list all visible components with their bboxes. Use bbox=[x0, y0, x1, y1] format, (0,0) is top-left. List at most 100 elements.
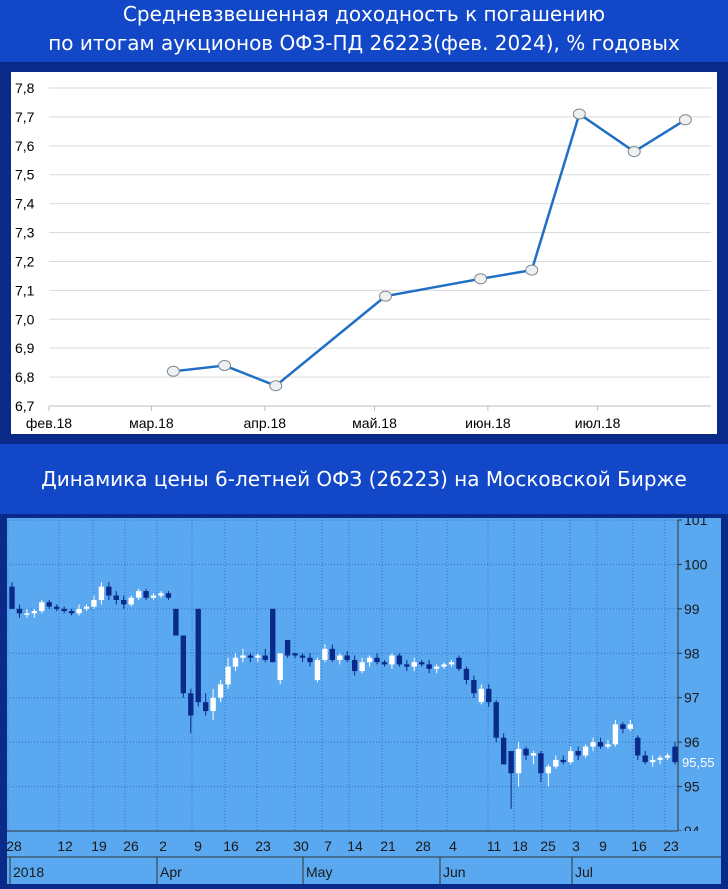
x-tick-label: июл.18 bbox=[575, 415, 621, 431]
candle-body bbox=[247, 655, 254, 658]
candle-body bbox=[635, 737, 641, 756]
candle-body bbox=[508, 751, 514, 774]
candle-body bbox=[493, 702, 499, 738]
candle-body bbox=[180, 635, 187, 694]
candle-body bbox=[374, 657, 380, 663]
y-tick-label: 7,0 bbox=[15, 311, 35, 327]
yield-chart-panel: 7,8 7,7 7,6 7,5 7,4 7,3 7,2 7,1 7,0 6,9 6,8 6,7 фев.… bbox=[11, 72, 717, 434]
candle-body bbox=[471, 679, 477, 694]
candle-body bbox=[463, 668, 470, 680]
candle-body bbox=[113, 595, 119, 600]
candle-body bbox=[538, 753, 544, 774]
x-day-label: 12 bbox=[57, 838, 73, 854]
yield-chart: 7,8 7,7 7,6 7,5 7,4 7,3 7,2 7,1 7,0 6,9 6,8 6,7фев.… bbox=[15, 80, 711, 431]
candle-body bbox=[255, 655, 261, 658]
candle-body bbox=[396, 655, 403, 665]
candle-body bbox=[389, 655, 395, 665]
y-tick-label: 100 bbox=[684, 556, 708, 572]
candle-body bbox=[135, 591, 142, 598]
candle-body bbox=[553, 759, 559, 767]
candle-body bbox=[98, 586, 105, 600]
candle-body bbox=[39, 602, 45, 612]
candle-body bbox=[419, 662, 425, 665]
candle-body bbox=[351, 659, 358, 672]
last-price-box bbox=[680, 753, 718, 772]
data-point-marker bbox=[166, 365, 180, 377]
candle-body bbox=[143, 591, 149, 598]
candle-body bbox=[404, 664, 410, 667]
candle-body bbox=[649, 759, 656, 763]
candle-body bbox=[46, 602, 52, 607]
y-tick-label: 7,6 bbox=[15, 138, 35, 154]
candle-body bbox=[329, 648, 336, 660]
candle-body bbox=[545, 766, 552, 774]
candle-body bbox=[366, 657, 373, 663]
candle-body bbox=[337, 655, 343, 660]
candle-body bbox=[322, 648, 328, 660]
data-point-marker bbox=[525, 264, 539, 276]
candle-body bbox=[478, 688, 484, 703]
x-day-label: 28 bbox=[415, 838, 431, 854]
x-month-label: Jul bbox=[575, 864, 593, 880]
candle-body bbox=[426, 664, 432, 669]
price-chart-background bbox=[7, 518, 721, 884]
x-day-label: 9 bbox=[194, 838, 202, 854]
candle-body bbox=[560, 759, 566, 763]
candle-body bbox=[262, 655, 268, 660]
y-tick-label: 7,1 bbox=[15, 282, 35, 298]
y-tick-label: 98 bbox=[684, 645, 700, 661]
x-tick-label: май.18 bbox=[352, 415, 397, 431]
data-point-marker bbox=[269, 380, 283, 392]
x-day-label: 19 bbox=[91, 838, 107, 854]
price-chart-panel: 1011009998979695942812192629162330714212… bbox=[6, 512, 721, 884]
y-tick-label: 95 bbox=[684, 779, 700, 795]
y-tick-label: 96 bbox=[684, 734, 700, 750]
candle-body bbox=[284, 639, 291, 656]
candle-body bbox=[314, 659, 321, 680]
x-tick-label: мар.18 bbox=[129, 415, 174, 431]
candle-body bbox=[664, 755, 671, 758]
x-month-label: 2018 bbox=[13, 864, 44, 880]
candle-body bbox=[433, 666, 440, 669]
candle-body bbox=[195, 608, 201, 703]
data-point-marker bbox=[627, 146, 641, 158]
candle-body bbox=[61, 608, 67, 612]
y-tick-label: 7,8 bbox=[15, 80, 35, 96]
top-title-line1: Средневзвешенная доходность к погашению bbox=[122, 2, 606, 26]
x-day-label: 23 bbox=[255, 838, 271, 854]
candle-body bbox=[597, 742, 604, 747]
x-month-label: Apr bbox=[160, 864, 182, 880]
y-tick-label: 7,2 bbox=[15, 253, 35, 269]
candle-body bbox=[568, 751, 574, 763]
candle-body bbox=[486, 688, 492, 703]
x-day-label: 4 bbox=[449, 838, 457, 854]
candle-body bbox=[657, 757, 663, 760]
candle-body bbox=[277, 653, 283, 680]
candle-body bbox=[292, 653, 298, 656]
candle-body bbox=[515, 748, 522, 774]
data-point-marker bbox=[474, 273, 488, 285]
y-tick-label: 99 bbox=[684, 601, 700, 617]
candle-body bbox=[203, 702, 209, 712]
candle-body bbox=[642, 755, 648, 763]
candle-body bbox=[128, 597, 134, 605]
x-day-label: 7 bbox=[324, 838, 332, 854]
candle-body bbox=[9, 586, 15, 609]
candle-body bbox=[68, 611, 75, 614]
x-day-label: 16 bbox=[223, 838, 239, 854]
data-point-marker bbox=[572, 108, 586, 120]
candle-body bbox=[620, 724, 626, 729]
candle-body bbox=[158, 593, 164, 596]
x-day-label: 2 bbox=[159, 838, 167, 854]
top-title-line2: по итогам аукционов ОФЗ-ПД 26223(фев. 20… bbox=[48, 31, 680, 55]
candle-body bbox=[523, 748, 529, 756]
y-tick-label: 7,3 bbox=[15, 225, 35, 241]
x-month-label: May bbox=[306, 864, 332, 880]
y-tick-label: 7,5 bbox=[15, 167, 35, 183]
x-day-label: 28 bbox=[7, 838, 22, 854]
candle-body bbox=[307, 657, 313, 663]
data-point-marker bbox=[378, 290, 392, 302]
y-tick-label: 7,4 bbox=[15, 196, 35, 212]
y-tick-label: 7,7 bbox=[15, 109, 35, 125]
x-day-label: 14 bbox=[347, 838, 363, 854]
